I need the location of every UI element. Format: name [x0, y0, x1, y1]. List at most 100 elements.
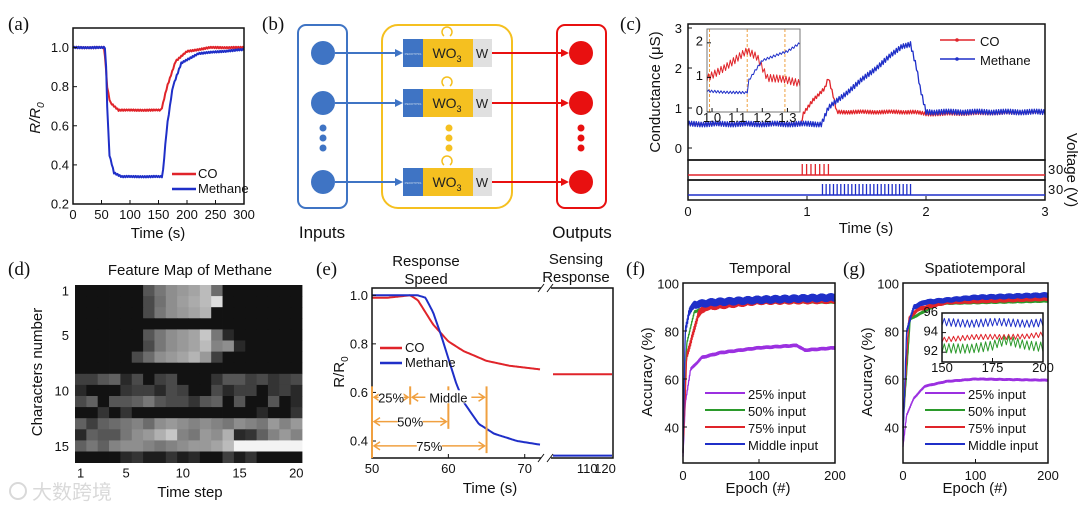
heatmap-cell [256, 429, 269, 441]
heatmap-cell [256, 451, 269, 463]
heatmap-cell [233, 351, 246, 364]
legend-marker [955, 57, 959, 61]
heatmap-cell [211, 318, 223, 330]
heatmap-cell [222, 451, 235, 463]
panel-label-b: (b) [262, 14, 284, 35]
heatmap-cell [86, 340, 99, 352]
inset-series [941, 331, 1044, 343]
x-tick-label: 120 [594, 461, 616, 476]
series-co [72, 45, 245, 112]
heatmap-cell [120, 285, 133, 297]
panel-label-e: (e) [316, 259, 337, 280]
x-tick-label: 15 [232, 466, 246, 481]
heatmap-cell [97, 329, 110, 341]
heatmap-cell [256, 296, 269, 308]
heatmap-cell [245, 362, 257, 375]
y-tick-label: 1.0 [51, 40, 69, 55]
heatmap-cell [120, 418, 133, 430]
heatmap-cell [267, 440, 280, 452]
voltage-tick-label: 0 [1056, 162, 1063, 177]
heatmap-cell [211, 329, 223, 341]
e-ylabel: R/R0 [331, 356, 351, 388]
heatmap-cell [86, 429, 99, 441]
heatmap-cell [290, 307, 303, 319]
x-tick-label: 0 [69, 207, 76, 222]
x-tick-label: 100 [748, 468, 770, 483]
heatmap-cell [222, 362, 235, 375]
c-ylabel: Conductance (μS) [647, 31, 664, 152]
heatmap-cell [109, 340, 121, 352]
heatmap-cell [97, 296, 110, 308]
series-25-input [682, 343, 836, 457]
heatmap-cell [211, 384, 223, 397]
x-tick-label: 100 [965, 468, 987, 483]
heatmap-cell [211, 429, 223, 441]
heatmap-cell [279, 351, 292, 364]
heatmap-cell [188, 429, 201, 441]
heatmap-cell [290, 418, 303, 430]
heatmap-cell [222, 418, 235, 430]
heatmap-cell [233, 296, 246, 308]
heatmap-cell [199, 440, 212, 452]
heatmap-cell [165, 429, 178, 441]
heatmap-cell [154, 373, 167, 386]
heatmap-cell [75, 285, 87, 297]
heatmap-cell [154, 418, 167, 430]
arrow-head-icon [561, 49, 569, 57]
arrow-head-icon [561, 99, 569, 107]
annotation-label-bg [397, 414, 423, 428]
panel-label-d: (d) [8, 259, 30, 280]
heatmap-cell [143, 384, 155, 397]
heatmap-cell [233, 429, 246, 441]
heatmap-cell [109, 407, 121, 419]
y-tick-label: 1 [696, 68, 703, 83]
heatmap-cell [75, 407, 87, 419]
heatmap-cell [131, 307, 144, 319]
watermark-logo-icon [9, 482, 27, 500]
heatmap-cell [256, 340, 269, 352]
heatmap-cell [279, 362, 292, 375]
heatmap-cell [131, 418, 144, 430]
heatmap-cell [165, 396, 178, 408]
heatmap-cell [177, 296, 189, 308]
heatmap-cell [143, 340, 155, 352]
voltage-tick-label: 3 [1048, 182, 1055, 197]
heatmap-cell [199, 307, 212, 319]
heatmap-cell [267, 285, 280, 297]
inset-series-co [706, 47, 801, 87]
f-title: Temporal [729, 260, 791, 277]
heatmap-cell [165, 407, 178, 419]
heatmap-cell [165, 296, 178, 308]
heatmap-cell [86, 285, 99, 297]
legend-label: CO [405, 340, 425, 355]
heatmap-cell [109, 429, 121, 441]
heatmap-cell [199, 429, 212, 441]
heatmap-cell [199, 418, 212, 430]
heatmap-cell [256, 440, 269, 452]
heatmap-cell [199, 340, 212, 352]
heatmap-cell [199, 451, 212, 463]
heatmap-cell [256, 318, 269, 330]
heatmap-cell [245, 296, 257, 308]
w-electrode-block [473, 89, 492, 117]
annotation-label-bg [416, 438, 442, 452]
x-tick-label: 20 [289, 466, 303, 481]
heatmap-cell [188, 440, 201, 452]
ellipsis-dot [577, 134, 585, 142]
w-label: W [476, 96, 489, 111]
heatmap-cell [211, 351, 223, 364]
heatmap-cell [245, 384, 257, 397]
annotation-label: Middle [429, 390, 467, 405]
heatmap-cell [233, 440, 246, 452]
x-tick-label: 3 [1041, 204, 1048, 219]
heatmap-cell [97, 340, 110, 352]
heatmap-cell [143, 329, 155, 341]
heatmap-cell [245, 285, 257, 297]
x-tick-label: 1.2 [753, 110, 771, 125]
heatmap-cell [188, 351, 201, 364]
heatmap-cell [165, 318, 178, 330]
e-title-right-1: Sensing [549, 251, 603, 268]
heatmap-cell [211, 407, 223, 419]
heatmap-cell [154, 429, 167, 441]
x-tick-label: 0 [684, 204, 691, 219]
